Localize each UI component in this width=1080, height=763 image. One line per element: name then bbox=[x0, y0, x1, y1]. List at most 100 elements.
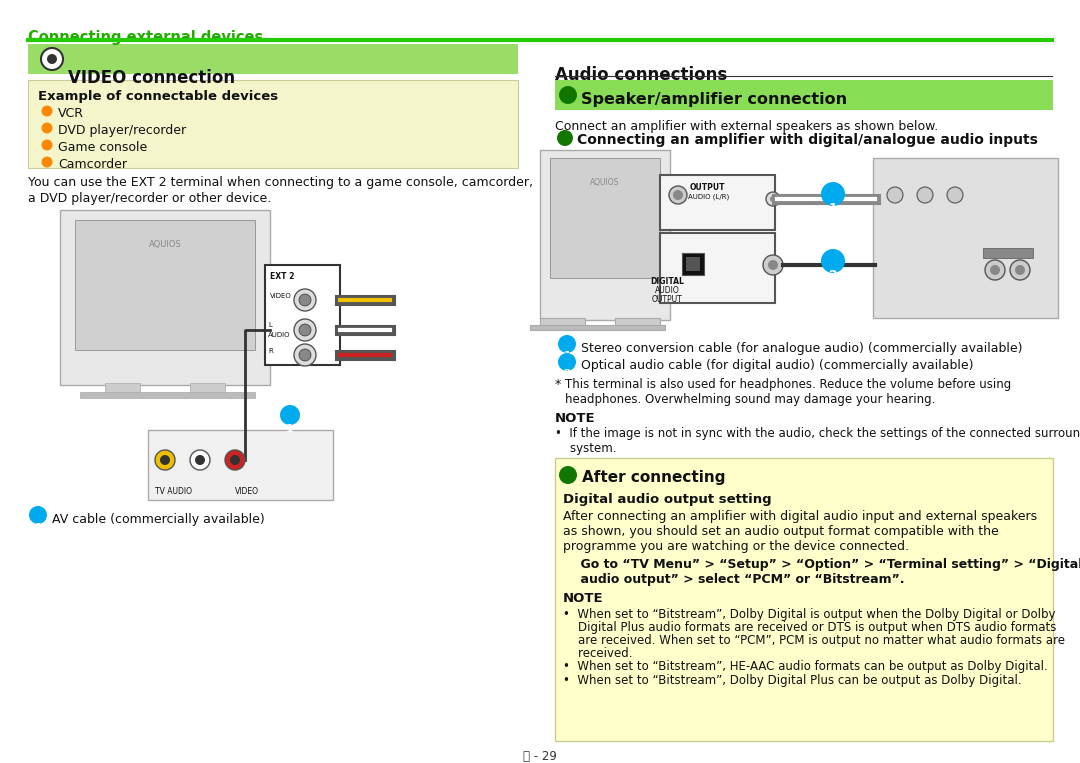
Text: Game console: Game console bbox=[58, 141, 147, 154]
Text: Digital audio output setting: Digital audio output setting bbox=[563, 493, 771, 506]
Bar bbox=[555, 458, 1053, 741]
Text: •  If the image is not in sync with the audio, check the settings of the connect: • If the image is not in sync with the a… bbox=[555, 427, 1080, 440]
Circle shape bbox=[156, 450, 175, 470]
Text: L: L bbox=[268, 322, 272, 328]
Bar bbox=[530, 325, 665, 330]
Text: Camcorder: Camcorder bbox=[58, 158, 127, 171]
Text: After connecting: After connecting bbox=[582, 470, 726, 485]
Text: NOTE: NOTE bbox=[563, 592, 604, 605]
Circle shape bbox=[41, 140, 53, 150]
Bar bbox=[265, 265, 340, 365]
Text: AQUIOS: AQUIOS bbox=[149, 240, 181, 249]
Circle shape bbox=[230, 455, 240, 465]
Text: Optical audio cable (for digital audio) (commercially available): Optical audio cable (for digital audio) … bbox=[581, 359, 973, 372]
Bar bbox=[28, 44, 518, 74]
Circle shape bbox=[770, 196, 777, 202]
Circle shape bbox=[195, 455, 205, 465]
Text: EXT 2: EXT 2 bbox=[270, 272, 295, 281]
Text: 1: 1 bbox=[35, 523, 42, 533]
Text: 1: 1 bbox=[286, 424, 294, 434]
Text: Stereo conversion cable (for analogue audio) (commercially available): Stereo conversion cable (for analogue au… bbox=[581, 342, 1023, 355]
Bar bbox=[105, 383, 140, 393]
Circle shape bbox=[1015, 265, 1025, 275]
Circle shape bbox=[299, 349, 311, 361]
Circle shape bbox=[669, 186, 687, 204]
Text: 2: 2 bbox=[828, 269, 837, 282]
Bar bbox=[681, 253, 704, 275]
Circle shape bbox=[887, 187, 903, 203]
Circle shape bbox=[160, 455, 170, 465]
Circle shape bbox=[41, 105, 53, 117]
Circle shape bbox=[821, 249, 845, 273]
Text: OUTPUT: OUTPUT bbox=[651, 295, 683, 304]
Circle shape bbox=[766, 192, 780, 206]
Text: VCR: VCR bbox=[58, 107, 84, 120]
Text: You can use the EXT 2 terminal when connecting to a game console, camcorder,: You can use the EXT 2 terminal when conn… bbox=[28, 176, 534, 189]
Text: AUDIO: AUDIO bbox=[654, 286, 679, 295]
Text: This terminal is also used for headphones. Reduce the volume before using: This terminal is also used for headphone… bbox=[565, 378, 1011, 391]
Circle shape bbox=[558, 335, 576, 353]
Text: DIGITAL: DIGITAL bbox=[650, 277, 684, 286]
Text: Connecting an amplifier with digital/analogue audio inputs: Connecting an amplifier with digital/ana… bbox=[577, 133, 1038, 147]
Bar bbox=[686, 257, 700, 271]
Circle shape bbox=[947, 187, 963, 203]
Text: Connecting external devices: Connecting external devices bbox=[28, 30, 264, 45]
Circle shape bbox=[280, 405, 300, 425]
Text: VIDEO: VIDEO bbox=[235, 487, 259, 496]
Circle shape bbox=[821, 182, 845, 206]
Bar bbox=[540, 318, 585, 326]
Text: TV AUDIO: TV AUDIO bbox=[156, 487, 192, 496]
Text: as shown, you should set an audio output format compatible with the: as shown, you should set an audio output… bbox=[563, 525, 999, 538]
Text: AUDIO: AUDIO bbox=[268, 332, 291, 338]
Text: •  When set to “Bitstream”, Dolby Digital is output when the Dolby Digital or Do: • When set to “Bitstream”, Dolby Digital… bbox=[563, 608, 1055, 621]
Text: Go to “TV Menu” > “Setup” > “Option” > “Terminal setting” > “Digital: Go to “TV Menu” > “Setup” > “Option” > “… bbox=[563, 558, 1080, 571]
Text: VIDEO connection: VIDEO connection bbox=[68, 69, 235, 87]
Circle shape bbox=[917, 187, 933, 203]
Text: DVD player/recorder: DVD player/recorder bbox=[58, 124, 186, 137]
Circle shape bbox=[41, 48, 63, 70]
Circle shape bbox=[294, 319, 316, 341]
Circle shape bbox=[559, 466, 577, 484]
Text: 2: 2 bbox=[564, 369, 570, 379]
Text: 1: 1 bbox=[828, 202, 837, 215]
Text: received.: received. bbox=[563, 647, 633, 660]
Text: Digital Plus audio formats are received or DTS is output when DTS audio formats: Digital Plus audio formats are received … bbox=[563, 621, 1056, 634]
Text: NOTE: NOTE bbox=[555, 412, 596, 425]
Text: AUDIO (L/R): AUDIO (L/R) bbox=[688, 193, 729, 199]
Text: OUTPUT: OUTPUT bbox=[690, 183, 726, 192]
Circle shape bbox=[41, 156, 53, 168]
Circle shape bbox=[299, 324, 311, 336]
Text: Speaker/amplifier connection: Speaker/amplifier connection bbox=[581, 92, 847, 107]
Circle shape bbox=[762, 255, 783, 275]
Circle shape bbox=[559, 86, 577, 104]
Circle shape bbox=[768, 260, 778, 270]
Circle shape bbox=[1010, 260, 1030, 280]
Text: Connect an amplifier with external speakers as shown below.: Connect an amplifier with external speak… bbox=[555, 120, 939, 133]
Circle shape bbox=[41, 123, 53, 134]
Circle shape bbox=[190, 450, 210, 470]
Text: Example of connectable devices: Example of connectable devices bbox=[38, 90, 279, 103]
Text: •  When set to “Bitstream”, Dolby Digital Plus can be output as Dolby Digital.: • When set to “Bitstream”, Dolby Digital… bbox=[563, 674, 1022, 687]
Bar bbox=[983, 248, 1032, 258]
Text: •  When set to “Bitstream”, HE-AAC audio formats can be output as Dolby Digital.: • When set to “Bitstream”, HE-AAC audio … bbox=[563, 660, 1048, 673]
Bar bbox=[190, 383, 225, 393]
Bar bbox=[660, 233, 775, 303]
Bar bbox=[873, 158, 1058, 318]
Circle shape bbox=[558, 353, 576, 371]
Text: AQUIOS: AQUIOS bbox=[591, 178, 620, 187]
Bar bbox=[660, 175, 775, 230]
Circle shape bbox=[985, 260, 1005, 280]
Bar bbox=[80, 392, 255, 398]
Circle shape bbox=[29, 506, 48, 524]
Text: programme you are watching or the device connected.: programme you are watching or the device… bbox=[563, 540, 909, 553]
Circle shape bbox=[294, 344, 316, 366]
Text: headphones. Overwhelming sound may damage your hearing.: headphones. Overwhelming sound may damag… bbox=[565, 393, 935, 406]
Text: 1: 1 bbox=[564, 351, 570, 361]
Bar bbox=[148, 430, 333, 500]
Text: R: R bbox=[268, 348, 273, 354]
Text: Audio connections: Audio connections bbox=[555, 66, 727, 84]
Circle shape bbox=[990, 265, 1000, 275]
Text: system.: system. bbox=[555, 442, 617, 455]
Circle shape bbox=[225, 450, 245, 470]
Text: a DVD player/recorder or other device.: a DVD player/recorder or other device. bbox=[28, 192, 271, 205]
